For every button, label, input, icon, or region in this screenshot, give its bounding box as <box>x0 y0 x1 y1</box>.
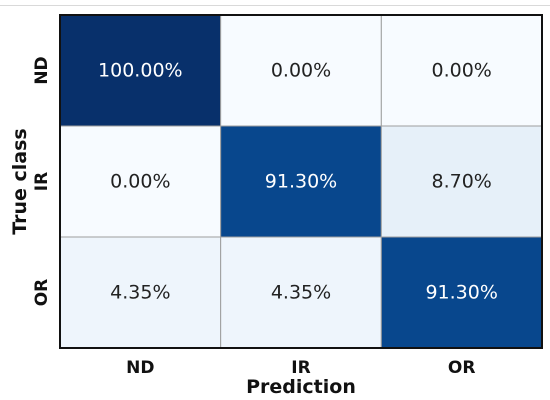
heatmap-cell <box>380 236 543 349</box>
heatmap-cell <box>220 14 382 127</box>
heatmap-cell-label: 91.30% <box>425 282 497 304</box>
heatmap-cell-label: 4.35% <box>271 282 331 304</box>
plot-frame <box>59 14 543 349</box>
heatmap-cell <box>220 236 382 349</box>
y-axis-ticks: ND IR OR <box>32 56 52 306</box>
x-axis-title: Prediction <box>246 376 356 398</box>
heatmap-cell-label: 4.35% <box>110 282 170 304</box>
y-axis-title: True class <box>9 128 31 235</box>
top-divider-line <box>0 5 550 6</box>
heatmap-cell-label: 0.00% <box>431 60 491 82</box>
heatmap-cell-label: 100.00% <box>98 60 183 82</box>
y-tick-label: IR <box>32 172 52 191</box>
heatmap-cell-label: 0.00% <box>271 60 331 82</box>
heatmap-cell-labels: 100.00% 0.00% 0.00% 0.00% 91.30% 8.70% 4.35% 4.… <box>98 60 498 304</box>
heatmap-cell-label: 91.30% <box>265 171 337 193</box>
x-tick-label: OR <box>448 358 476 378</box>
y-tick-label: ND <box>32 56 52 84</box>
y-tick-label: OR <box>32 279 52 307</box>
x-axis-ticks: ND IR OR <box>126 358 475 378</box>
heatmap-cells <box>59 14 543 349</box>
heatmap-cell-label: 8.70% <box>431 171 491 193</box>
x-tick-label: ND <box>126 358 154 378</box>
heatmap-cell <box>59 14 222 127</box>
heatmap-cell-label: 0.00% <box>110 171 170 193</box>
x-tick-label: IR <box>291 358 310 378</box>
